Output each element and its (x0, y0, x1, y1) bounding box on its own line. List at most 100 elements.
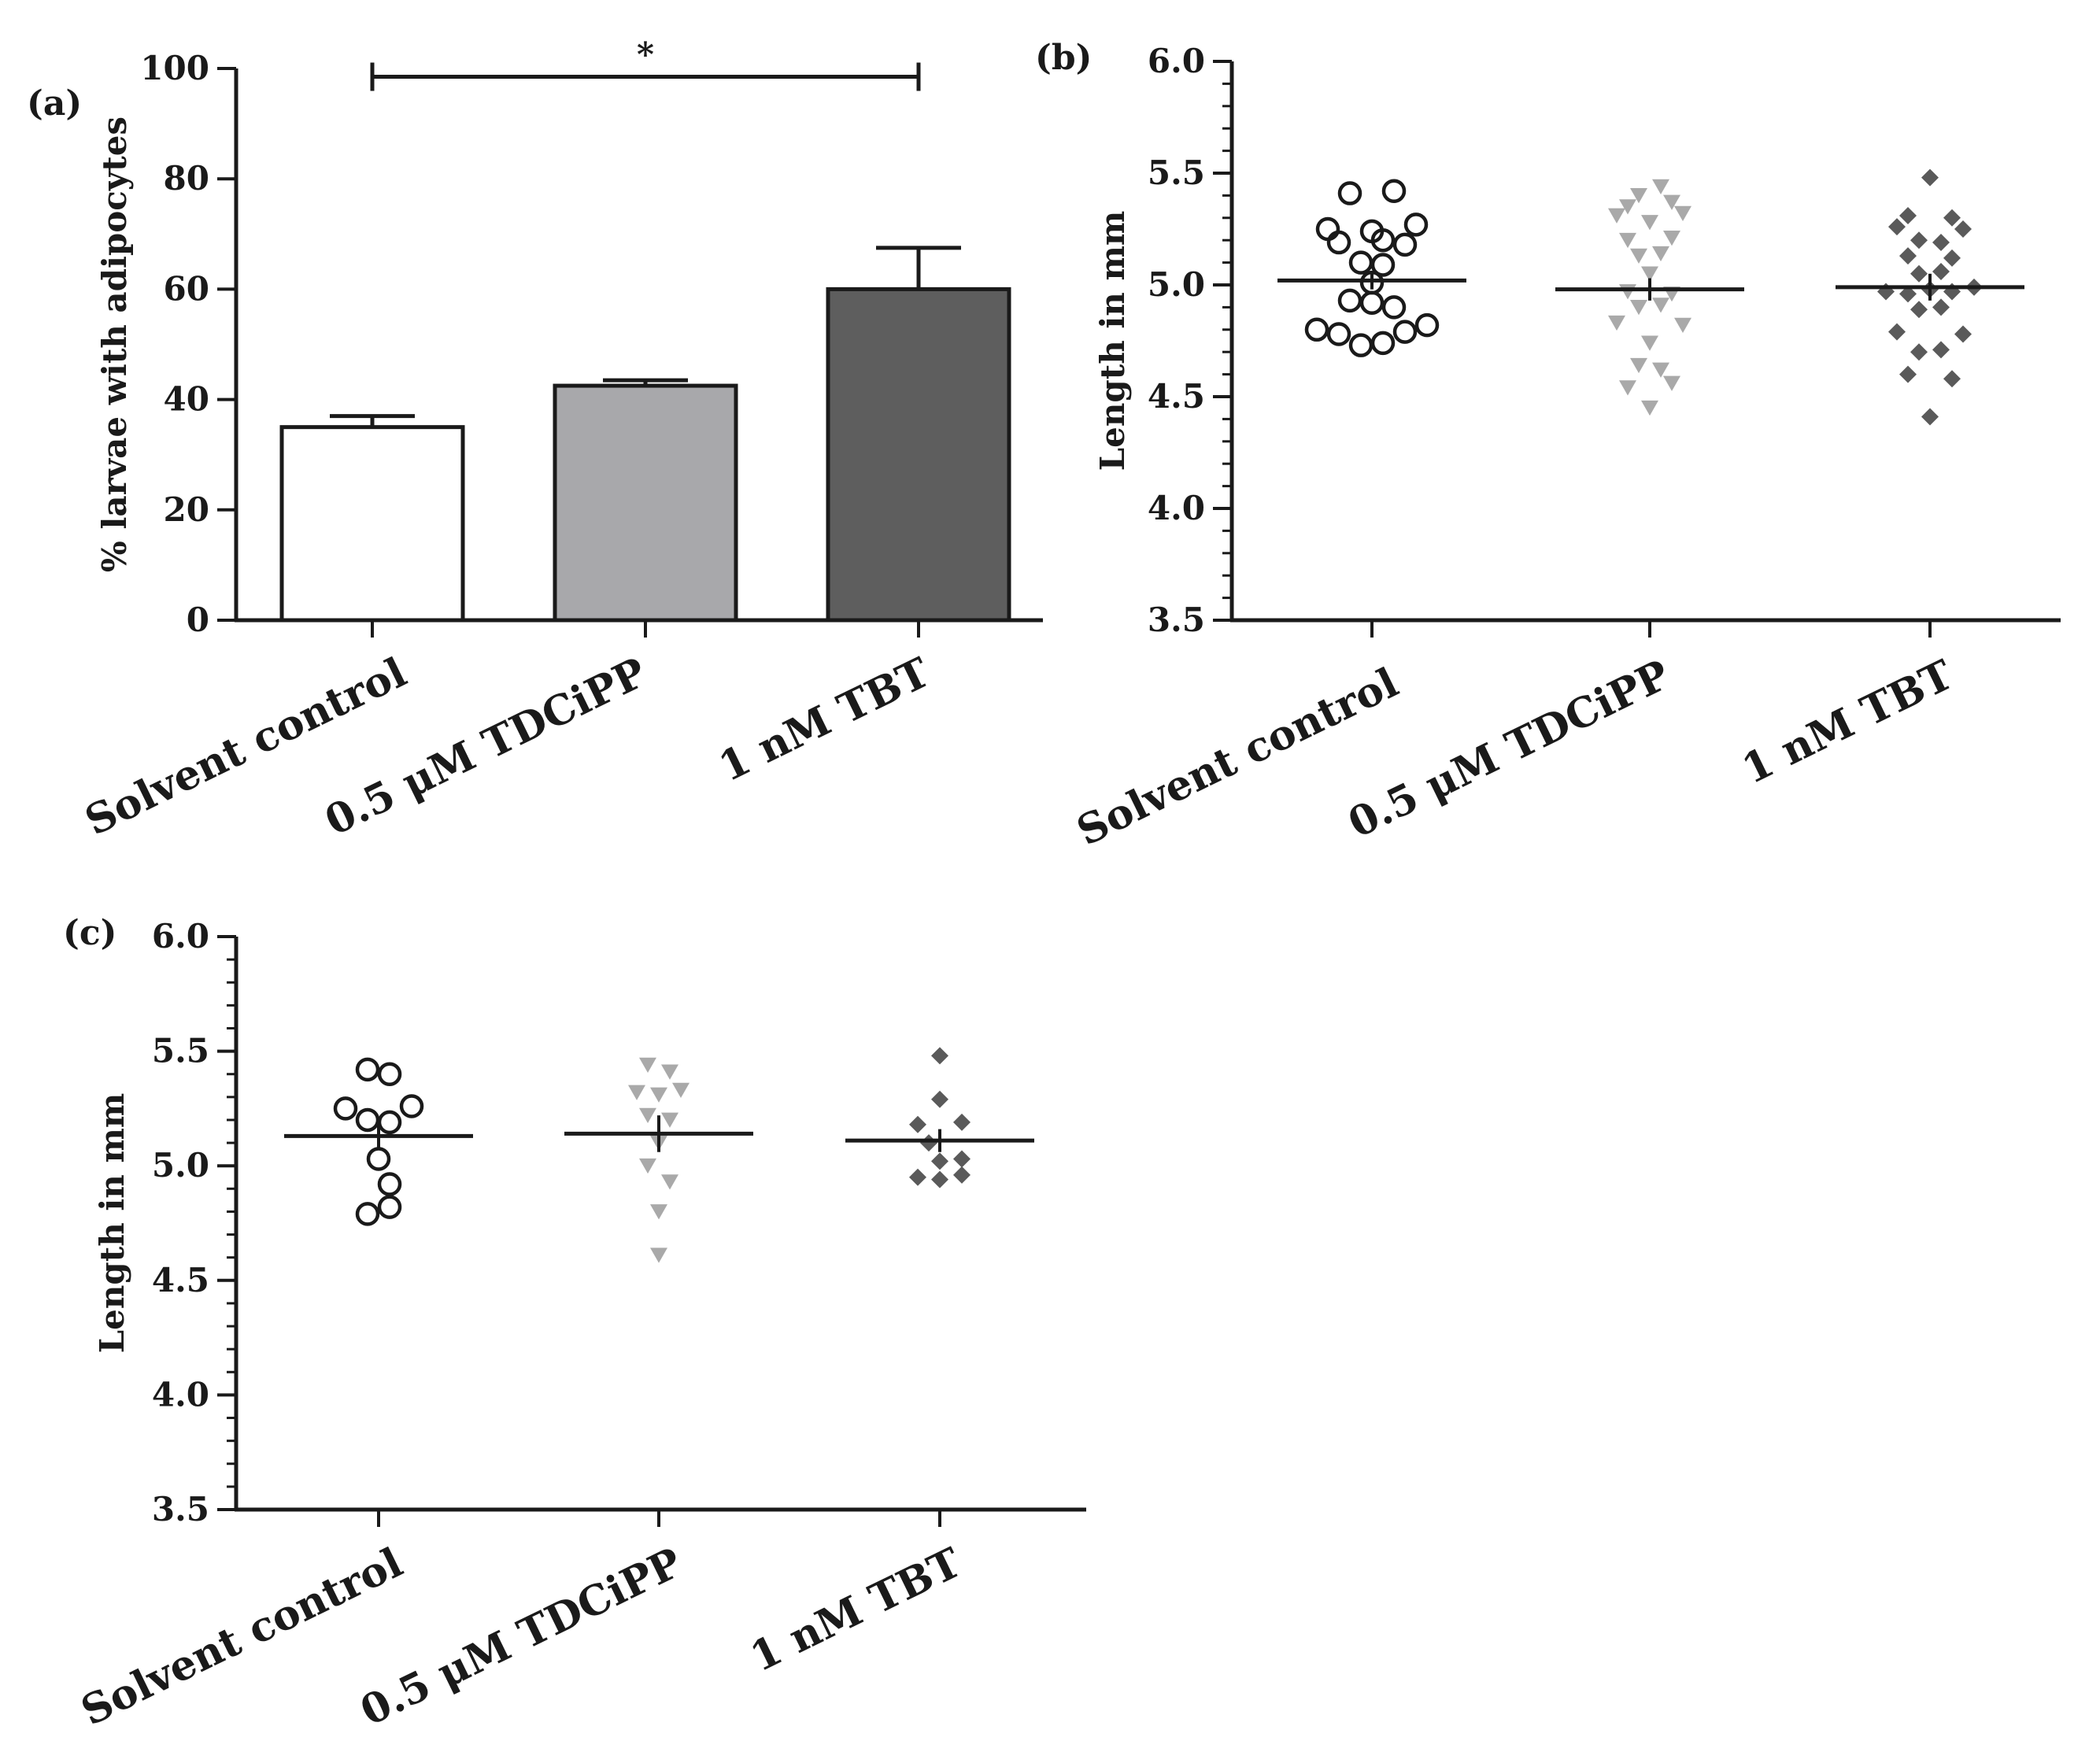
data-point (1370, 331, 1396, 356)
y-tick-label: 4.0 (1148, 489, 1205, 527)
data-point (1630, 300, 1647, 316)
data-point (1652, 362, 1669, 378)
y-tick-label: 80 (164, 159, 209, 198)
data-point (1641, 215, 1658, 231)
data-point (1954, 220, 1972, 238)
data-point (1943, 370, 1961, 388)
data-point (1392, 232, 1418, 257)
data-point (1641, 266, 1658, 282)
y-tick-label: 20 (164, 490, 209, 529)
data-point (1381, 179, 1407, 203)
data-point (377, 1172, 402, 1196)
data-point (661, 1174, 678, 1190)
series-2 (1836, 168, 2024, 426)
data-point (1414, 312, 1440, 338)
data-point (1663, 375, 1680, 391)
series-1 (564, 1057, 753, 1263)
data-point (672, 1082, 690, 1099)
data-point (1326, 322, 1351, 346)
data-point (1337, 288, 1362, 313)
data-point (1652, 179, 1669, 194)
data-point (1652, 298, 1669, 313)
data-point (1674, 205, 1691, 222)
y-tick-label: 6.0 (1148, 42, 1205, 80)
data-point (1663, 231, 1680, 246)
y-tick-label: 4.0 (152, 1375, 209, 1414)
data-point (1315, 216, 1340, 242)
data-point (1619, 199, 1636, 215)
y-axis-title: % larvae with adipocytes (95, 116, 134, 572)
data-point (1370, 227, 1396, 253)
data-point (1932, 341, 1950, 359)
panel-label: (a) (27, 83, 82, 124)
y-axis-title: Length in mm (93, 1093, 131, 1354)
significance-label: * (637, 35, 654, 74)
data-point (1921, 168, 1939, 187)
data-point (1348, 333, 1374, 357)
data-point (1326, 230, 1351, 255)
data-point (1619, 380, 1636, 396)
data-point (1641, 335, 1658, 351)
y-tick-label: 5.5 (152, 1032, 209, 1070)
data-point (639, 1057, 656, 1073)
y-tick-label: 40 (164, 380, 209, 419)
data-point (1403, 213, 1429, 237)
data-point (931, 1090, 948, 1108)
data-point (639, 1158, 656, 1174)
y-tick-label: 5.0 (1148, 265, 1205, 304)
data-point (1910, 231, 1928, 249)
data-point (377, 1062, 402, 1086)
panel-label: (c) (63, 913, 116, 953)
data-point (1608, 208, 1625, 224)
data-point (650, 1247, 667, 1263)
data-point (1348, 250, 1374, 275)
data-point (1899, 206, 1917, 224)
data-point (377, 1195, 402, 1219)
data-point (355, 1202, 380, 1226)
data-point (661, 1112, 678, 1128)
data-point (1663, 194, 1680, 210)
data-point (1619, 284, 1636, 300)
bar (279, 425, 465, 623)
data-point (355, 1057, 380, 1082)
data-point (628, 1085, 645, 1100)
data-point (1652, 246, 1669, 262)
data-point (1630, 357, 1647, 374)
y-axis-title: Length in mm (1093, 211, 1132, 471)
data-point (909, 1168, 926, 1186)
data-point (1304, 317, 1329, 342)
panel-label: (b) (1035, 38, 1092, 78)
data-point (661, 1064, 678, 1080)
data-point (931, 1152, 948, 1170)
bar (553, 383, 738, 623)
data-point (399, 1094, 424, 1118)
data-point (953, 1150, 971, 1168)
data-point (1630, 188, 1647, 204)
series-2 (845, 1047, 1034, 1188)
data-point (909, 1115, 926, 1133)
y-tick-label: 6.0 (152, 917, 209, 955)
y-tick-label: 5.0 (152, 1146, 209, 1185)
data-point (1381, 295, 1407, 320)
x-category-label: 1 nM TBT (712, 649, 937, 792)
data-point (1674, 317, 1691, 334)
data-point (1910, 264, 1928, 283)
data-point (1954, 325, 1972, 343)
bar (826, 286, 1011, 623)
series-1 (1555, 179, 1744, 416)
data-point (1619, 232, 1636, 249)
data-point (377, 1110, 402, 1135)
data-point (355, 1107, 380, 1133)
data-point (920, 1134, 937, 1152)
data-point (1359, 290, 1385, 315)
data-point (650, 1204, 667, 1220)
data-point (1899, 285, 1917, 303)
data-point (1932, 262, 1950, 280)
data-point (1392, 320, 1418, 344)
data-point (931, 1170, 948, 1188)
data-point (1899, 365, 1917, 383)
y-tick-label: 0 (187, 601, 209, 639)
y-tick-label: 4.5 (152, 1261, 209, 1299)
